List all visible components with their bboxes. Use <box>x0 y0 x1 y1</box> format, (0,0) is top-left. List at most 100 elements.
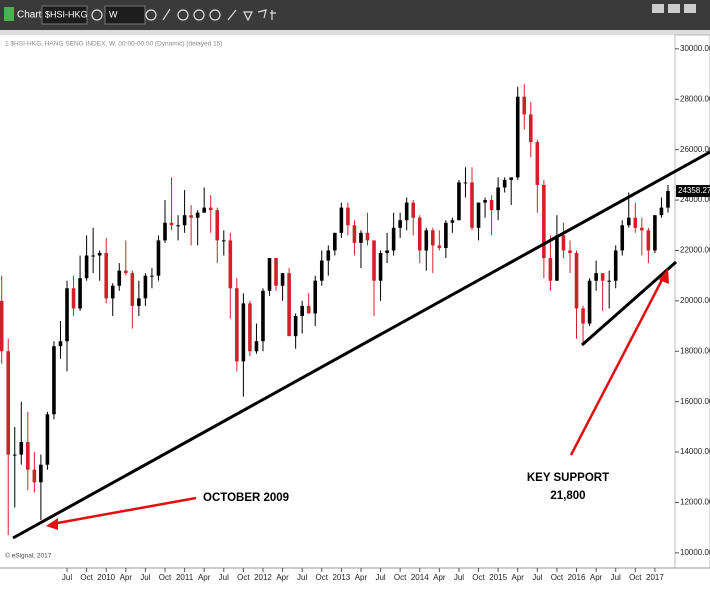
candle-body <box>594 273 598 281</box>
candle-body <box>515 96 520 178</box>
toolbar-icons[interactable] <box>91 8 276 22</box>
x-tick-label: Apr <box>120 573 133 582</box>
x-tick-label: Apr <box>276 573 289 582</box>
x-tick-label: Apr <box>355 573 368 582</box>
candle-body <box>124 270 128 274</box>
x-tick-label: Jul <box>611 573 621 582</box>
x-tick-label: Apr <box>512 573 525 582</box>
candle-body <box>78 278 82 309</box>
candle-body <box>306 305 311 314</box>
candle-body <box>228 240 233 289</box>
x-tick-label: Oct <box>472 573 485 582</box>
support-trendline <box>12 150 710 540</box>
candle-body <box>502 179 507 188</box>
candle-body <box>110 285 115 299</box>
candle-body <box>535 142 540 185</box>
x-tick-label: Oct <box>551 573 564 582</box>
candle-body <box>476 202 481 228</box>
candle-body <box>32 469 37 483</box>
interval-text[interactable]: W <box>109 9 118 19</box>
candle-body <box>463 182 468 184</box>
candle-body <box>293 315 298 337</box>
candle-body <box>104 252 109 299</box>
candle-body <box>19 441 24 455</box>
candle-body <box>326 250 331 261</box>
candle-body <box>71 288 76 309</box>
candle-body <box>646 230 651 251</box>
symbol-box[interactable] <box>41 5 88 25</box>
candle-body <box>339 207 344 233</box>
candle-body <box>444 222 448 248</box>
candle-body <box>248 303 252 352</box>
x-tick-label: Oct <box>80 573 93 582</box>
candle-body <box>12 454 17 456</box>
candle-body <box>287 273 291 337</box>
x-tick-label: Jul <box>375 573 385 582</box>
candle-body <box>457 182 461 221</box>
candle-body <box>182 215 187 226</box>
candle-body <box>496 187 500 211</box>
x-tick-label: 2012 <box>254 573 272 582</box>
x-tick-label: Oct <box>394 573 407 582</box>
x-tick-label: 2017 <box>646 573 664 582</box>
candle-body <box>280 273 285 286</box>
x-tick-label: Apr <box>198 573 211 582</box>
candle-body <box>548 258 553 281</box>
candle-body <box>0 300 4 352</box>
candle-body <box>574 252 579 309</box>
candle-body <box>300 305 304 316</box>
x-tick-label: Jul <box>219 573 229 582</box>
candle-body <box>52 346 56 415</box>
candle-body <box>509 177 513 180</box>
candle-body <box>267 258 272 291</box>
candle-body <box>542 184 546 259</box>
candle-body <box>607 280 611 282</box>
candle-body <box>150 275 154 277</box>
candle-body <box>365 232 370 241</box>
candle-body <box>274 258 278 286</box>
candle-body <box>626 217 631 226</box>
candle-body <box>483 200 487 203</box>
x-tick-label: 2011 <box>176 573 194 582</box>
candle-body <box>522 96 527 115</box>
candle-body <box>352 225 357 243</box>
candle-body <box>169 222 174 226</box>
candle-body <box>404 202 409 221</box>
candle-body <box>489 200 494 211</box>
x-tick-label: Apr <box>433 573 446 582</box>
interval-box[interactable] <box>104 5 146 25</box>
candle-body <box>156 240 161 276</box>
candle-body <box>555 235 559 281</box>
candle-body <box>633 217 638 228</box>
candle-body <box>6 351 11 455</box>
candle-body <box>561 235 566 251</box>
candle-body <box>84 255 89 279</box>
candle-body <box>163 222 167 241</box>
y-tick-label: 28000.00 <box>680 94 710 103</box>
y-tick-label: 22000.00 <box>680 246 710 255</box>
last-price-box <box>676 185 710 198</box>
candle-body <box>97 252 102 256</box>
candle-body <box>398 220 402 228</box>
candle-body <box>215 210 220 241</box>
x-tick-label: Oct <box>629 573 642 582</box>
candle-body <box>195 212 200 218</box>
candle-body <box>137 298 141 306</box>
symbol-text[interactable]: $HSI-HKG <box>45 9 88 19</box>
y-tick-label: 14000.00 <box>680 447 710 456</box>
window-buttons[interactable] <box>652 4 696 13</box>
app-label: Chart <box>17 10 42 21</box>
candle-body <box>319 260 324 281</box>
arrow-head <box>46 518 58 530</box>
y-tick-label: 20000.00 <box>680 296 710 305</box>
divider <box>0 30 710 35</box>
candle-body <box>333 232 337 251</box>
y-tick-label: 26000.00 <box>680 145 710 154</box>
plot <box>0 84 670 536</box>
last-price-label: 24358.27 <box>678 186 710 195</box>
candle-body <box>261 290 265 342</box>
x-tick-label: Jul <box>297 573 307 582</box>
candle-body <box>45 414 50 465</box>
x-tick-label: Oct <box>316 573 329 582</box>
